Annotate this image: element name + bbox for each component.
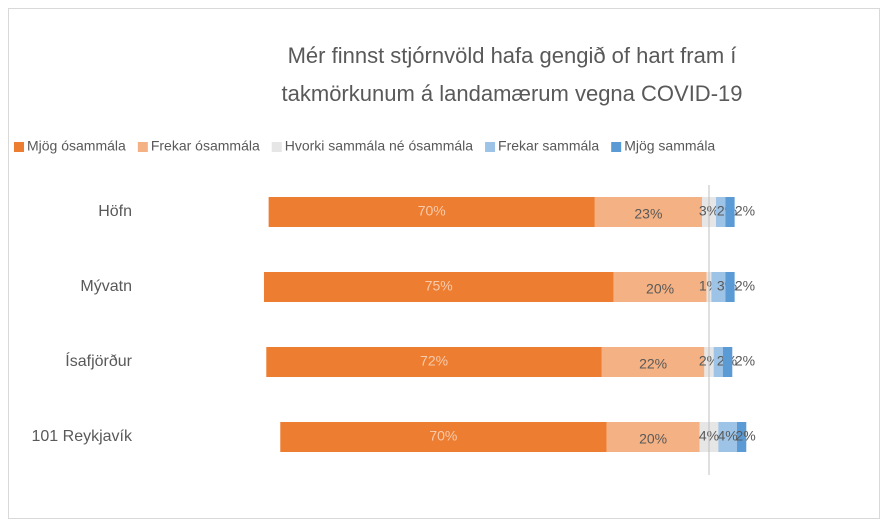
legend-swatch [485, 142, 496, 152]
data-label: 22% [639, 356, 667, 372]
legend-swatch [271, 142, 282, 152]
data-label: 2% [735, 203, 755, 219]
category-label: Höfn [98, 203, 132, 220]
chart-title: Mér finnst stjórnvöld hafa gengið of har… [288, 43, 737, 68]
data-label: 20% [639, 431, 667, 447]
category-label: 101 Reykjavík [32, 428, 133, 445]
data-label: 70% [418, 203, 446, 219]
bar-segment [713, 347, 723, 377]
bar-segment [736, 422, 747, 452]
data-label: 20% [646, 281, 674, 297]
bar-segment [725, 197, 735, 227]
bar-segment [725, 272, 735, 302]
category-label: Ísafjörður [65, 351, 132, 370]
data-label: 4% [718, 428, 738, 444]
chart-title: takmörkunum á landamærum vegna COVID-19 [282, 81, 743, 106]
data-label: 70% [429, 428, 457, 444]
legend-label: Mjög sammála [624, 138, 715, 154]
legend-swatch [611, 142, 622, 152]
data-label: 2% [735, 278, 755, 294]
bar-segment [711, 272, 726, 302]
legend-label: Hvorki sammála né ósammála [285, 138, 473, 154]
category-label: Mývatn [80, 278, 132, 295]
bar-segment [263, 272, 614, 302]
legend-swatch [14, 142, 24, 152]
bar-segment [266, 347, 602, 377]
bar-segment [606, 422, 700, 452]
bar-segment [613, 272, 707, 302]
bar-segment [594, 197, 703, 227]
bar-segment [268, 197, 595, 227]
legend-swatch [137, 142, 148, 152]
bar-segment [601, 347, 705, 377]
bar-segment [280, 422, 607, 452]
data-label: 2% [735, 353, 755, 369]
bar-segment [722, 347, 733, 377]
legend-label: Frekar ósammála [151, 138, 260, 154]
data-label: 23% [634, 206, 662, 222]
data-label: 72% [420, 353, 448, 369]
bar-segment [718, 422, 737, 452]
data-label: 75% [425, 278, 453, 294]
data-label: 2% [736, 428, 756, 444]
legend-label: Frekar sammála [498, 138, 599, 154]
legend-label: Mjög ósammála [27, 138, 126, 154]
bar-segment [715, 197, 726, 227]
